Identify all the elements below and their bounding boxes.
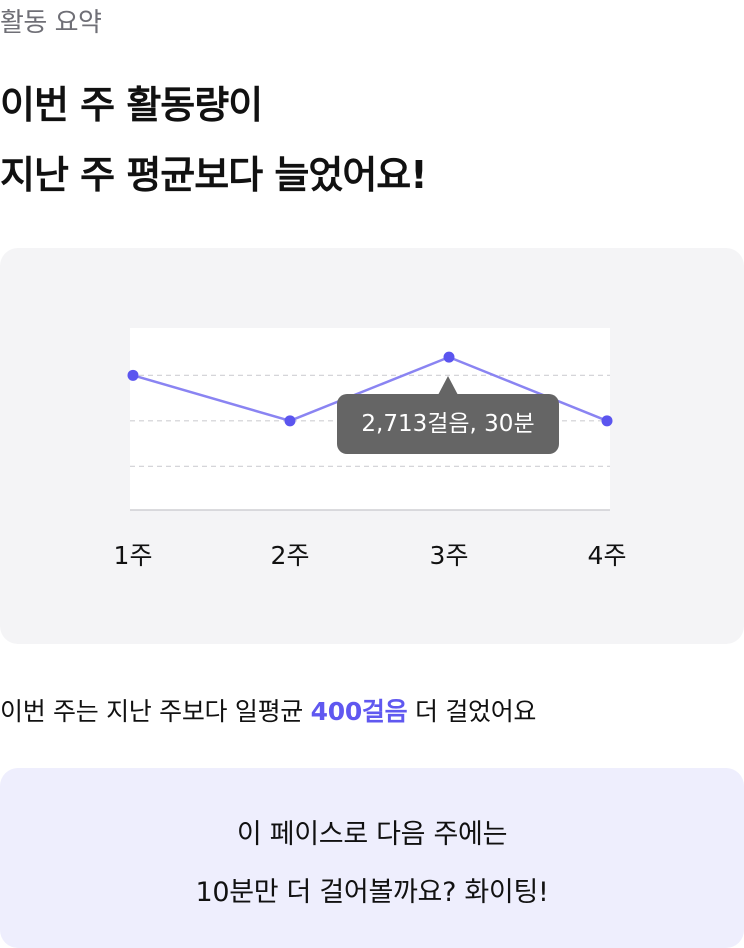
headline-line-1: 이번 주 활동량이 [0, 83, 263, 127]
data-point-tooltip: 2,713걸음, 30분 [337, 394, 559, 454]
data-point-3주 [443, 351, 455, 363]
series-line [132, 355, 608, 423]
summary-prefix: 이번 주는 지난 주보다 일평균 [0, 697, 311, 726]
data-point-1주 [127, 369, 139, 381]
summary-highlight-steps: 400걸음 [310, 697, 408, 726]
x-label-3: 3주 [429, 541, 469, 570]
data-point-4주 [601, 415, 613, 427]
weekly-summary-text: 이번 주는 지난 주보다 일평균 400걸음 더 걸었어요 [0, 692, 536, 728]
data-point-2주 [284, 415, 296, 427]
x-label-2: 2주 [270, 541, 310, 570]
tooltip-arrow [438, 376, 458, 395]
encouragement-card: 이 페이스로 다음 주에는 10분만 더 걸어볼까요? 화이팅! [0, 768, 744, 948]
headline-line-2: 지난 주 평균보다 늘었어요! [0, 153, 428, 197]
weekly-activity-chart-card: 1주 2주 3주 4주 2,713걸음, 30분 [0, 248, 744, 644]
x-label-1: 1주 [113, 541, 153, 570]
encouragement-line-1: 이 페이스로 다음 주에는 [236, 819, 508, 850]
summary-suffix: 더 걸었어요 [407, 697, 537, 726]
encouragement-line-2: 10분만 더 걸어볼까요? 화이팅! [195, 877, 549, 908]
section-label: 활동 요약 [0, 8, 102, 38]
x-label-4: 4주 [587, 541, 627, 570]
